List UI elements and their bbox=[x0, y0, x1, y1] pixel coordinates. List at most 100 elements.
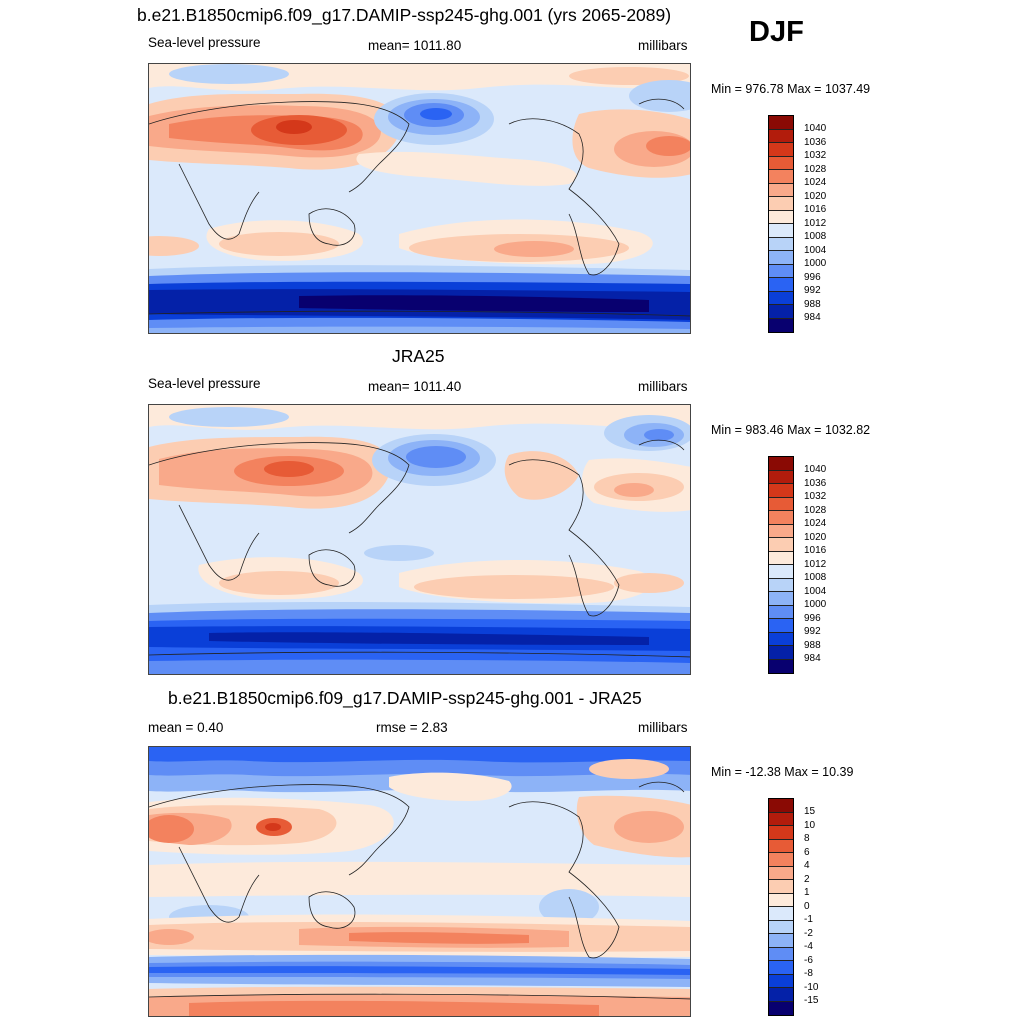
panel1-minmax-label: Min = 976.78 Max = 1037.49 bbox=[711, 82, 871, 96]
panel2-colorbar-box bbox=[769, 565, 793, 579]
panel1-colorbar-tick: 988 bbox=[804, 298, 821, 310]
panel1-colorbar-box bbox=[769, 264, 793, 278]
panel3-colorbar-box bbox=[769, 961, 793, 975]
panel1-colorbar-box bbox=[769, 237, 793, 251]
panel1-colorbar-box bbox=[769, 291, 793, 305]
panel1-colorbar-box bbox=[769, 170, 793, 184]
panel3-colorbar-box bbox=[769, 812, 793, 826]
panel2-title: JRA25 bbox=[392, 346, 445, 366]
panel1-colorbar-tick: 1036 bbox=[804, 136, 827, 148]
panel1-colorbar-tick: 1012 bbox=[804, 217, 827, 229]
panel3-colorbar-tick: 0 bbox=[804, 900, 810, 912]
panel3-colorbar-tick: -2 bbox=[804, 927, 813, 939]
panel2-colorbar-tick: 988 bbox=[804, 639, 821, 651]
panel3-minmax-label: Min = -12.38 Max = 10.39 bbox=[711, 765, 854, 779]
panel1-colorbar-tick: 1000 bbox=[804, 258, 827, 269]
panel3-colorbar-tick: -10 bbox=[804, 981, 819, 993]
panel2-map bbox=[148, 404, 691, 675]
panel1-colorbar-tick: 1020 bbox=[804, 190, 827, 202]
panel1-colorbar-tick: 996 bbox=[804, 271, 821, 283]
panel3-colorbar-box bbox=[769, 974, 793, 988]
panel1-colorbar-box bbox=[769, 305, 793, 319]
panel1-colorbar-tick: 1028 bbox=[804, 163, 827, 175]
panel3-map-field bbox=[149, 747, 690, 1016]
panel1-colorbar-tick: 992 bbox=[804, 285, 821, 296]
panel3-colorbar-tick: -15 bbox=[804, 995, 819, 1006]
panel2-colorbar-box bbox=[769, 497, 793, 511]
panel1-colorbar-box bbox=[769, 197, 793, 211]
panel1-colorbar bbox=[768, 115, 794, 333]
panel3-colorbar-box bbox=[769, 853, 793, 867]
season-label: DJF bbox=[749, 16, 804, 48]
panel2-colorbar-box bbox=[769, 457, 793, 471]
panel1-colorbar-tick: 1032 bbox=[804, 150, 827, 161]
panel1-colorbar-box bbox=[769, 156, 793, 170]
panel1-colorbar-box bbox=[769, 318, 793, 332]
panel3-colorbar-tick: 15 bbox=[804, 806, 816, 817]
panel2-colorbar-box bbox=[769, 511, 793, 525]
panel2-colorbar-tick: 1008 bbox=[804, 572, 827, 583]
panel3-units-label: millibars bbox=[638, 720, 688, 735]
panel2-colorbar-box bbox=[769, 551, 793, 565]
panel2-colorbar-tick: 1036 bbox=[804, 477, 827, 489]
panel3-colorbar-tick: 1 bbox=[804, 887, 810, 898]
panel3-colorbar-box bbox=[769, 866, 793, 880]
panel3-colorbar-box bbox=[769, 920, 793, 934]
panel1-variable-label: Sea-level pressure bbox=[148, 35, 261, 50]
panel1-colorbar-box bbox=[769, 210, 793, 224]
panel3-colorbar-tick: 8 bbox=[804, 833, 810, 844]
panel3-colorbar-box bbox=[769, 880, 793, 894]
panel2-units-label: millibars bbox=[638, 379, 688, 394]
panel2-colorbar-box bbox=[769, 605, 793, 619]
panel1-colorbar-box bbox=[769, 251, 793, 265]
panel1-colorbar-box bbox=[769, 143, 793, 157]
panel3-colorbar bbox=[768, 798, 794, 1016]
panel2-colorbar-tick: 1004 bbox=[804, 585, 827, 597]
panel3-rmse-label: rmse = 2.83 bbox=[376, 720, 448, 735]
panel3-colorbar-box bbox=[769, 934, 793, 948]
panel3-colorbar-tick: 2 bbox=[804, 873, 810, 885]
panel2-mean-label: mean= 1011.40 bbox=[368, 379, 462, 394]
panel2-colorbar-tick: 1032 bbox=[804, 491, 827, 502]
panel3-map bbox=[148, 746, 691, 1017]
panel2-colorbar-tick: 1020 bbox=[804, 531, 827, 543]
panel2-colorbar-box bbox=[769, 659, 793, 673]
panel1-map-field bbox=[149, 64, 690, 333]
panel2-colorbar-tick: 1024 bbox=[804, 518, 827, 529]
panel3-colorbar-box bbox=[769, 907, 793, 921]
panel3-colorbar-box bbox=[769, 1001, 793, 1015]
panel1-colorbar-tick: 1040 bbox=[804, 123, 827, 134]
panel1-colorbar-box bbox=[769, 116, 793, 130]
panel2-colorbar-box bbox=[769, 524, 793, 538]
panel3-colorbar-tick: 10 bbox=[804, 819, 816, 831]
panel2-colorbar-tick: 1000 bbox=[804, 599, 827, 610]
panel3-title: b.e21.B1850cmip6.f09_g17.DAMIP-ssp245-gh… bbox=[168, 688, 642, 708]
panel2-colorbar-tick: 1012 bbox=[804, 558, 827, 570]
panel2-colorbar-box bbox=[769, 538, 793, 552]
panel1-colorbar-tick: 1008 bbox=[804, 231, 827, 242]
panel1-colorbar-box bbox=[769, 183, 793, 197]
panel2-colorbar-box bbox=[769, 470, 793, 484]
panel2-minmax-label: Min = 983.46 Max = 1032.82 bbox=[711, 423, 871, 437]
panel3-colorbar-tick: -1 bbox=[804, 914, 813, 925]
panel2-colorbar-box bbox=[769, 619, 793, 633]
panel1-colorbar-box bbox=[769, 129, 793, 143]
panel3-colorbar-box bbox=[769, 893, 793, 907]
panel2-colorbar-tick: 1028 bbox=[804, 504, 827, 516]
panel3-colorbar-box bbox=[769, 947, 793, 961]
panel3-colorbar-tick: 4 bbox=[804, 860, 810, 871]
panel2-colorbar-box bbox=[769, 646, 793, 660]
panel1-colorbar-box bbox=[769, 278, 793, 292]
panel1-colorbar-box bbox=[769, 224, 793, 238]
panel1-colorbar-tick: 1016 bbox=[804, 204, 827, 215]
panel3-colorbar-tick: -4 bbox=[804, 941, 813, 952]
panel3-colorbar-tick: -8 bbox=[804, 968, 813, 979]
panel3-colorbar-box bbox=[769, 839, 793, 853]
panel2-colorbar-box bbox=[769, 592, 793, 606]
panel2-colorbar-box bbox=[769, 632, 793, 646]
panel2-colorbar bbox=[768, 456, 794, 674]
panel2-colorbar-box bbox=[769, 484, 793, 498]
panel1-colorbar-tick: 984 bbox=[804, 312, 821, 323]
panel1-map bbox=[148, 63, 691, 334]
panel3-colorbar-box bbox=[769, 988, 793, 1002]
